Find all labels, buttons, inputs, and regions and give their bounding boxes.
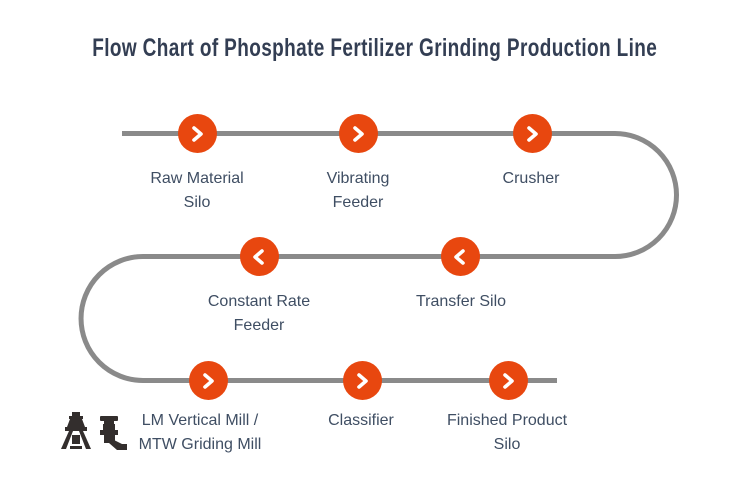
chevron-right-icon [353,125,364,142]
flow-node-classifier [342,361,382,400]
flow-label-vibrating-feeder: Vibrating Feeder [326,170,390,211]
chevron-right-icon [503,372,514,389]
flow-label-classifier: Classifier [328,412,394,429]
flow-label-finished-product-silo: Finished Product Silo [446,412,568,453]
page-title: Flow Chart of Phosphate Fertilizer Grind… [92,34,658,62]
flow-label-constant-rate-feeder: Constant Rate Feeder [207,293,311,334]
flow-label-crusher: Crusher [502,170,560,187]
flow-node-finished-product-silo [488,361,528,400]
chevron-right-icon [527,125,538,142]
chevron-right-icon [192,125,203,142]
mtw-grinding-mill-icon [100,416,127,450]
flow-label-transfer-silo: Transfer Silo [415,293,507,310]
flow-path-line [78,131,679,383]
flow-label-lm-vertical-mill: LM Vertical Mill / MTW Griding Mill [138,412,262,453]
chevron-left-icon [454,248,465,265]
flow-node-vibrating-feeder [338,114,378,153]
chevron-left-icon [253,248,264,265]
chevron-right-icon [357,372,368,389]
title-wrap: Flow Chart of Phosphate Fertilizer Grind… [0,34,750,63]
flow-label-raw-material-silo: Raw Material Silo [150,170,244,211]
flow-node-crusher [512,114,552,153]
flow-node-transfer-silo [440,237,480,276]
lm-vertical-mill-icon [61,412,91,449]
chevron-right-icon [203,372,214,389]
grinding-mills-illustration [61,412,127,450]
flow-node-raw-material-silo [177,114,217,153]
flow-node-lm-vertical-mill [188,361,228,400]
flow-node-constant-rate-feeder [239,237,279,276]
